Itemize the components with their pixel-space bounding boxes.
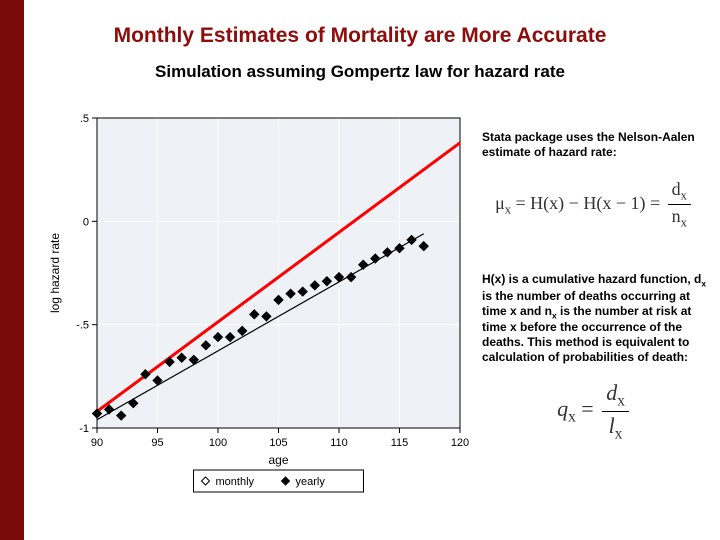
stata-note: Stata package uses the Nelson-Aalen esti… [482, 130, 707, 160]
svg-text:0: 0 [83, 216, 89, 228]
hazard-formula: μx = H(x) − H(x − 1) = dxnx [482, 178, 707, 232]
svg-text:100: 100 [209, 437, 227, 449]
svg-text:90: 90 [91, 437, 103, 449]
slide-subtitle: Simulation assuming Gompertz law for haz… [0, 62, 720, 82]
hazard-chart: 90 95 100 105 110 115 120 -1 -.5 0 .5 age log hazard… [42, 108, 472, 498]
svg-text:-.5: -.5 [76, 320, 89, 332]
svg-text:95: 95 [151, 437, 163, 449]
svg-text:log hazard rate: log hazard rate [48, 233, 62, 313]
explanation-text: H(x) is a cumulative hazard function, dx… [482, 272, 707, 366]
svg-text:120: 120 [451, 437, 469, 449]
chart-svg: 90 95 100 105 110 115 120 -1 -.5 0 .5 age log hazard… [42, 108, 472, 498]
slide-title-text: Monthly Estimates of Mortality are More … [114, 24, 607, 47]
svg-text:105: 105 [269, 437, 287, 449]
svg-text:yearly: yearly [296, 476, 326, 488]
svg-text:-1: -1 [79, 423, 89, 435]
svg-text:monthly: monthly [216, 476, 255, 488]
slide-subtitle-text: Simulation assuming Gompertz law for haz… [155, 62, 565, 81]
svg-text:115: 115 [391, 437, 409, 449]
svg-text:.5: .5 [80, 113, 89, 125]
slide-title: Monthly Estimates of Mortality are More … [0, 24, 720, 48]
probability-formula: qx = dxlx [482, 379, 707, 443]
svg-text:110: 110 [330, 437, 348, 449]
svg-text:age: age [268, 453, 288, 467]
right-text-column: Stata package uses the Nelson-Aalen esti… [482, 130, 707, 462]
